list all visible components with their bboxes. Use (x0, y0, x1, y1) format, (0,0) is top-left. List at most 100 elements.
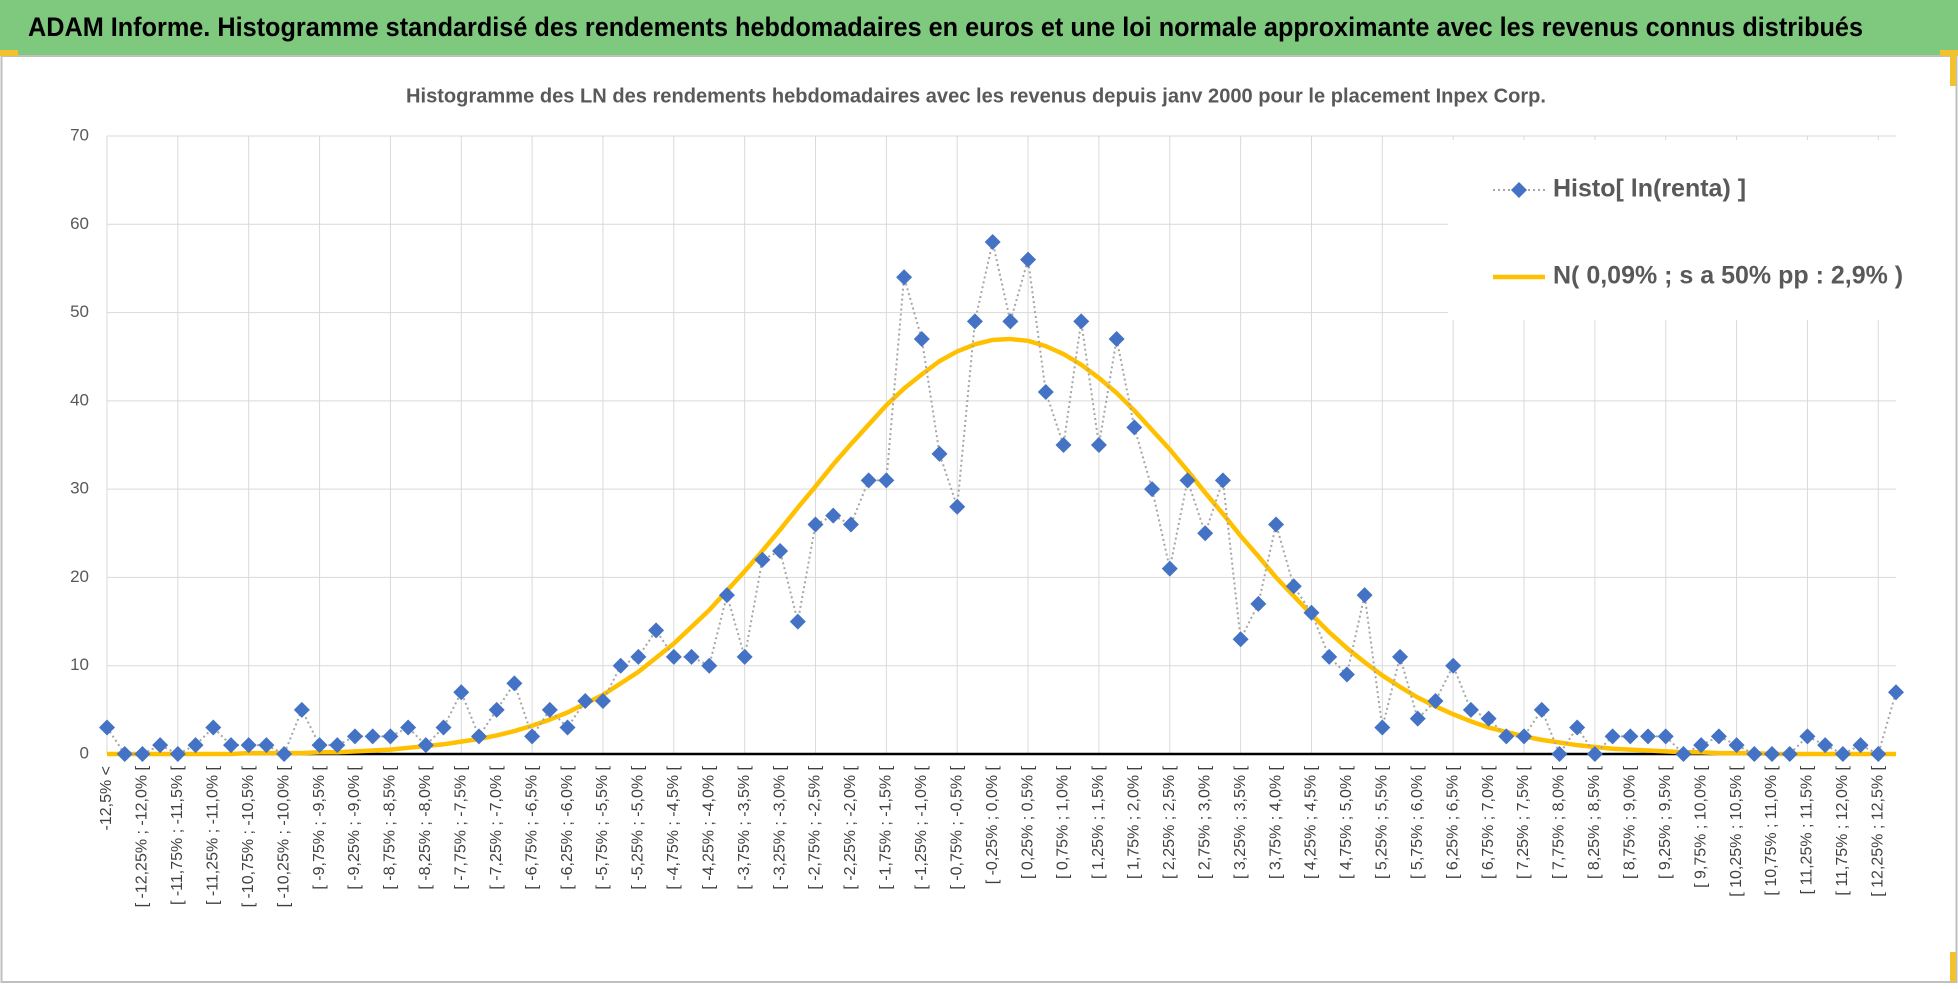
data-point (1728, 737, 1745, 754)
corner-mark (0, 50, 18, 56)
data-point (99, 719, 115, 736)
data-point (754, 551, 771, 568)
data-point (382, 728, 399, 745)
data-point (152, 737, 169, 754)
data-point (1480, 710, 1497, 727)
data-point (1427, 693, 1444, 710)
data-point (1551, 746, 1568, 762)
data-point (1037, 384, 1054, 401)
data-point (346, 728, 363, 745)
y-tick-label: 70 (70, 125, 89, 144)
data-point (364, 728, 381, 745)
data-point (134, 746, 151, 762)
x-tick-label: -12,5% < (98, 766, 115, 830)
data-point (1622, 728, 1639, 745)
data-point (736, 648, 753, 665)
data-point (488, 701, 505, 718)
data-point (1090, 437, 1107, 453)
data-point (1232, 631, 1249, 648)
x-tick-label: [ -9,25% ; -9,0% [ (346, 765, 363, 889)
data-point (1214, 472, 1231, 489)
data-point (329, 737, 346, 754)
data-point (612, 657, 629, 674)
data-point (1533, 701, 1550, 718)
x-tick-label: [ 12,25% ; 12,5% [ (1870, 765, 1887, 896)
data-point (665, 648, 682, 665)
x-tick-label: [ 2,25% ; 2,5% [ (1161, 765, 1178, 879)
x-tick-label: [ 10,75% ; 11,0% [ (1763, 765, 1780, 895)
data-point (524, 728, 541, 745)
corner-mark (1950, 952, 1956, 982)
data-point (169, 746, 186, 762)
x-tick-label: [ -3,25% ; -3,0% [ (771, 765, 788, 889)
x-tick-label: [ 4,25% ; 4,5% [ (1303, 765, 1320, 879)
y-tick-label: 60 (70, 214, 89, 233)
data-point (1445, 657, 1462, 674)
chart-title: Histogramme des LN des rendements hebdom… (406, 85, 1546, 107)
data-point (1338, 666, 1355, 683)
data-point (417, 737, 434, 754)
data-point (825, 507, 842, 524)
data-point (400, 719, 417, 736)
header-bar (0, 0, 1958, 56)
data-point (541, 701, 558, 718)
x-tick-label: [ -1,25% ; -1,0% [ (913, 765, 930, 889)
data-point (1870, 746, 1887, 762)
data-point (453, 684, 470, 701)
data-point (949, 498, 966, 515)
x-tick-label: [ -4,25% ; -4,0% [ (700, 765, 717, 889)
data-point (718, 587, 735, 604)
data-point (1179, 472, 1196, 489)
data-point (1197, 525, 1214, 542)
y-tick-label: 0 (80, 743, 89, 762)
data-point (1586, 746, 1603, 762)
legend-label: N( 0,09% ; s a 50% pp : 2,9% ) (1553, 262, 1903, 290)
x-tick-label: [ -2,75% ; -2,5% [ (807, 765, 824, 889)
data-point (222, 737, 239, 754)
x-tick-label: [ 1,75% ; 2,0% [ (1126, 765, 1143, 879)
x-tick-label: [ -5,25% ; -5,0% [ (630, 765, 647, 889)
data-point (842, 516, 859, 533)
data-point (506, 675, 523, 692)
x-tick-label: [ -6,75% ; -6,5% [ (523, 765, 540, 889)
data-point (1144, 481, 1161, 498)
corner-mark (1940, 50, 1958, 56)
data-point (1126, 419, 1143, 436)
x-tick-label: [ -4,75% ; -4,5% [ (665, 765, 682, 889)
data-point (1161, 560, 1178, 577)
x-tick-label: [ 9,75% ; 10,0% [ (1692, 765, 1709, 887)
x-tick-label: [ 1,25% ; 1,5% [ (1090, 765, 1107, 879)
y-tick-label: 20 (70, 567, 89, 586)
data-point (293, 701, 310, 718)
x-tick-label: [ -8,75% ; -8,5% [ (382, 765, 399, 889)
data-point (896, 269, 913, 286)
data-point (470, 728, 487, 745)
data-point (1516, 728, 1533, 745)
data-point (913, 331, 930, 348)
data-point (1817, 737, 1834, 754)
data-point (1764, 746, 1781, 762)
data-point (1852, 737, 1869, 754)
x-tick-label: [ 11,75% ; 12,0% [ (1834, 765, 1851, 895)
data-point (1781, 746, 1798, 762)
data-point (789, 613, 806, 630)
data-point (878, 472, 895, 489)
data-point (1303, 604, 1320, 621)
data-point (1569, 719, 1586, 736)
data-point (966, 313, 983, 330)
x-tick-label: [ -8,25% ; -8,0% [ (417, 765, 434, 889)
x-tick-label: [ 11,25% ; 11,5% [ (1799, 765, 1816, 894)
x-tick-label: [ 3,75% ; 4,0% [ (1267, 765, 1284, 879)
x-tick-label: [ -7,25% ; -7,0% [ (488, 765, 505, 889)
x-tick-label: [ -10,75% ; -10,5% [ (240, 765, 257, 907)
data-point (1409, 710, 1426, 727)
legend-box (1448, 140, 1898, 320)
x-tick-label: [ 6,75% ; 7,0% [ (1480, 765, 1497, 879)
x-tick-label: [ -6,25% ; -6,0% [ (559, 765, 576, 889)
x-tick-label: [ -5,75% ; -5,5% [ (594, 765, 611, 889)
x-tick-label: [ 6,25% ; 6,5% [ (1444, 765, 1461, 879)
data-point (1640, 728, 1657, 745)
x-tick-label: [ -0,75% ; -0,5% [ (948, 765, 965, 889)
data-point (1285, 578, 1302, 595)
x-tick-label: [ 0,25% ; 0,5% [ (1019, 765, 1036, 879)
